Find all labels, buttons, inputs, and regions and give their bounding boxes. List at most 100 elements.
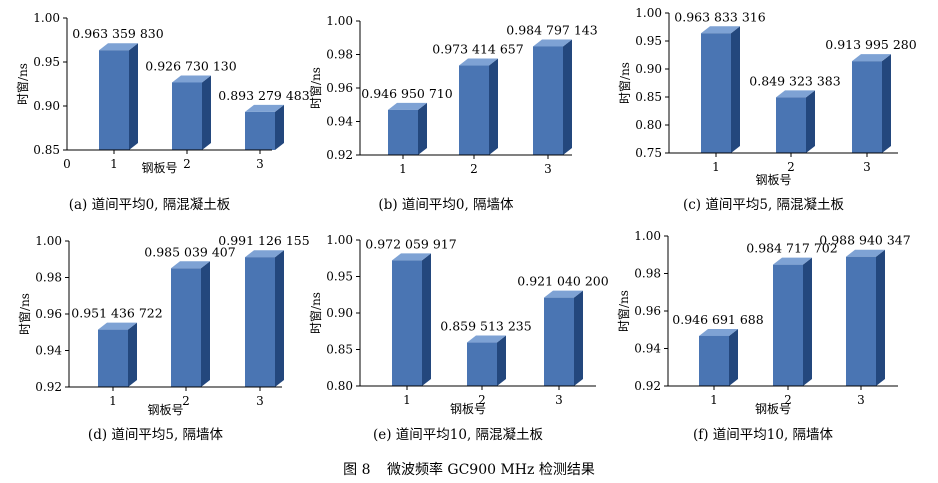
data-label: 0.951 436 722 bbox=[71, 306, 162, 321]
data-label: 0.926 730 130 bbox=[145, 58, 236, 73]
x-tick-label: 1 bbox=[710, 393, 718, 407]
x-axis-label: 钢板号 bbox=[755, 402, 791, 416]
y-tick-label: 0.85 bbox=[326, 343, 353, 357]
y-axis-label: 时窗/ns bbox=[16, 63, 30, 105]
y-tick-label: 0.96 bbox=[634, 304, 661, 318]
bar-side bbox=[201, 261, 210, 387]
figure-caption-text: 微波频率 GC900 MHz 检测结果 bbox=[386, 462, 595, 478]
data-label: 0.913 995 280 bbox=[825, 37, 916, 52]
bar-side bbox=[876, 249, 885, 386]
y-tick-label: 1.00 bbox=[635, 6, 662, 20]
y-tick-label: 0.80 bbox=[635, 118, 662, 132]
x-tick-label: 3 bbox=[256, 394, 264, 408]
bar-side bbox=[806, 90, 815, 153]
bar bbox=[171, 268, 201, 387]
x-axis-label: 钢板号 bbox=[755, 173, 791, 187]
bar-side bbox=[497, 335, 506, 386]
x-tick-label: 1 bbox=[399, 162, 407, 176]
y-tick-label: 1.00 bbox=[35, 234, 62, 248]
bar bbox=[99, 50, 129, 151]
y-tick-label: 0.92 bbox=[326, 148, 353, 162]
bar-side bbox=[563, 39, 572, 156]
chart-panel-e: 0.80 0.85 0.90 0.95 1.00 1 2 3 0.972 059 917 0.85… bbox=[309, 233, 609, 443]
x-tick-label: 2 bbox=[478, 393, 486, 407]
x-tick-label: 3 bbox=[857, 393, 865, 407]
x-tick-label: 3 bbox=[256, 157, 264, 171]
data-label: 0.963 359 830 bbox=[72, 26, 163, 41]
bar-top bbox=[459, 58, 498, 66]
y-tick-label: 0.92 bbox=[35, 380, 62, 394]
data-label: 0.984 717 702 bbox=[746, 241, 837, 256]
y-tick-label: 1.00 bbox=[634, 229, 661, 243]
data-label: 0.946 950 710 bbox=[361, 86, 452, 101]
data-label: 0.963 833 316 bbox=[674, 9, 765, 24]
y-tick-label: 0.94 bbox=[634, 342, 661, 356]
chart-caption: (c) 道间平均5, 隔混凝土板 bbox=[683, 197, 845, 213]
y-tick-label: 0.85 bbox=[635, 90, 662, 104]
y-tick-label: 0.90 bbox=[635, 62, 662, 76]
bar-side bbox=[803, 257, 812, 386]
y-tick-label: 0.98 bbox=[326, 48, 353, 62]
bar-side bbox=[275, 104, 284, 150]
chart-caption: (a) 道间平均0, 隔混凝土板 bbox=[69, 197, 231, 213]
chart-svg: 0.92 0.94 0.96 0.98 1.00 1 2 3 0.946 950 710 0.97… bbox=[309, 14, 598, 213]
chart-panel-a: 0.85 0.90 0.95 1.00 1 2 3 0 0.963 359 830 0.926 7… bbox=[0, 0, 315, 225]
bar-top bbox=[171, 261, 210, 269]
y-tick-label: 0.94 bbox=[35, 344, 62, 358]
bar bbox=[773, 264, 803, 386]
data-label: 0.973 414 657 bbox=[432, 42, 523, 57]
data-label: 0.984 797 143 bbox=[506, 22, 597, 37]
figure-caption-label: 图 8 bbox=[343, 462, 371, 478]
data-label: 0.988 940 347 bbox=[819, 233, 910, 248]
y-tick-label: 0.90 bbox=[33, 99, 60, 113]
chart-svg: 0.92 0.94 0.96 0.98 1.00 1 2 3 0.951 436 722 0.98… bbox=[18, 233, 310, 443]
bar-top bbox=[392, 253, 431, 261]
bar-top bbox=[776, 90, 815, 98]
y-tick-label: 0.95 bbox=[33, 55, 60, 69]
bar bbox=[533, 46, 563, 156]
bar bbox=[776, 97, 806, 153]
bar-top bbox=[846, 249, 885, 257]
data-label: 0.972 059 917 bbox=[365, 236, 456, 251]
bar-side bbox=[129, 43, 138, 151]
bar-top bbox=[388, 102, 427, 110]
bar bbox=[392, 260, 422, 386]
y-tick-label: 0.95 bbox=[326, 270, 353, 284]
y-tick-label: 0.90 bbox=[326, 306, 353, 320]
chart-caption: (f) 道间平均10, 隔墙体 bbox=[693, 427, 834, 443]
x-tick-label: 1 bbox=[712, 160, 720, 174]
bar-side bbox=[418, 102, 427, 155]
bar bbox=[467, 342, 497, 386]
chart-panel-f: 0.92 0.94 0.96 0.98 1.00 1 2 3 0.946 691 688 0.98… bbox=[617, 229, 911, 443]
x-origin-label: 0 bbox=[63, 157, 71, 171]
data-label: 0.985 039 407 bbox=[144, 244, 235, 259]
y-axis-label: 时窗/ns bbox=[309, 67, 323, 109]
x-tick-label: 2 bbox=[183, 157, 191, 171]
x-axis-label: 钢板号 bbox=[147, 403, 183, 417]
data-label: 0.859 513 235 bbox=[440, 319, 531, 334]
bar-top bbox=[533, 39, 572, 47]
bar-side bbox=[731, 26, 740, 154]
figure-caption: 图 8 微波频率 GC900 MHz 检测结果 bbox=[0, 459, 938, 479]
x-tick-label: 1 bbox=[110, 157, 118, 171]
chart-caption: (e) 道间平均10, 隔混凝土板 bbox=[373, 427, 544, 443]
bar-side bbox=[275, 250, 284, 387]
chart-svg: 0.92 0.94 0.96 0.98 1.00 1 2 3 0.946 691 688 0.98… bbox=[617, 229, 911, 443]
x-tick-label: 3 bbox=[863, 160, 871, 174]
bar-side bbox=[882, 54, 891, 153]
bar bbox=[245, 257, 275, 387]
bar bbox=[699, 335, 729, 386]
bar bbox=[172, 82, 202, 150]
chart-svg: 0.85 0.90 0.95 1.00 1 2 3 0 0.963 359 830 0.926 7… bbox=[16, 11, 310, 213]
bar-top bbox=[852, 54, 891, 62]
bar bbox=[245, 111, 275, 150]
bar-top bbox=[544, 290, 583, 298]
bar-top bbox=[172, 75, 211, 83]
bar bbox=[388, 109, 418, 155]
bar-side bbox=[574, 290, 583, 386]
chart-panel-d: 0.92 0.94 0.96 0.98 1.00 1 2 3 0.951 436 722 0.98… bbox=[0, 0, 315, 460]
bar-side bbox=[128, 322, 137, 387]
bar bbox=[852, 61, 882, 153]
y-tick-label: 0.94 bbox=[326, 115, 353, 129]
chart-svg: 0.80 0.85 0.90 0.95 1.00 1 2 3 0.972 059 917 0.85… bbox=[309, 233, 609, 443]
